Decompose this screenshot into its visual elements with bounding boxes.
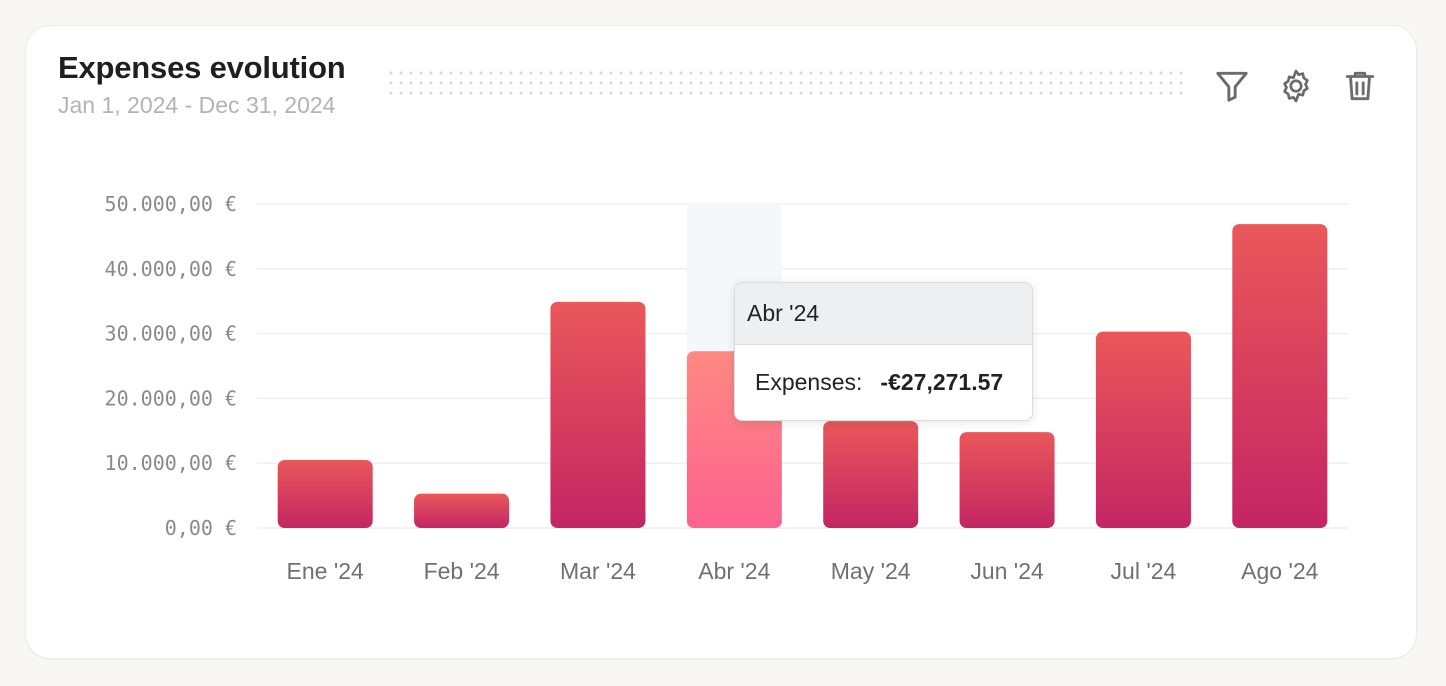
x-tick-label: Ene '24 — [287, 558, 364, 584]
y-tick-label: 50.000,00 € — [105, 192, 237, 216]
y-tick-label: 10.000,00 € — [105, 451, 237, 475]
x-tick-label: Feb '24 — [424, 558, 500, 584]
chart-tooltip: Abr '24 Expenses: -€27,271.57 — [734, 282, 1033, 421]
y-tick-label: 0,00 € — [165, 516, 237, 540]
card-title: Expenses evolution — [58, 50, 346, 85]
tooltip-row: Expenses: -€27,271.57 — [735, 345, 1032, 420]
y-tick-label: 40.000,00 € — [105, 257, 237, 281]
filter-icon — [1216, 71, 1248, 102]
delete-button[interactable] — [1340, 66, 1380, 106]
y-tick-label: 30.000,00 € — [105, 322, 237, 346]
tooltip-value: -€27,271.57 — [880, 369, 1004, 395]
y-tick-label: 20.000,00 € — [105, 386, 237, 410]
x-tick-label: Jul '24 — [1111, 558, 1177, 584]
tooltip-series-label: Expenses: — [755, 369, 863, 395]
drag-handle[interactable] — [386, 68, 1186, 100]
bar-8[interactable] — [1232, 224, 1328, 528]
bar-1[interactable] — [277, 459, 373, 528]
trash-icon — [1345, 71, 1375, 101]
x-tick-label: Mar '24 — [560, 558, 636, 584]
x-tick-label: May '24 — [831, 558, 911, 584]
bar-5[interactable] — [823, 421, 919, 528]
bar-3[interactable] — [550, 301, 646, 528]
bar-6[interactable] — [959, 432, 1055, 528]
gear-icon — [1283, 69, 1309, 103]
settings-button[interactable] — [1276, 66, 1316, 106]
filter-button[interactable] — [1212, 66, 1252, 106]
bar-2[interactable] — [414, 493, 510, 528]
x-tick-label: Jun '24 — [970, 558, 1044, 584]
tooltip-category: Abr '24 — [735, 283, 1032, 345]
x-tick-label: Ago '24 — [1241, 558, 1318, 584]
date-range[interactable]: Jan 1, 2024 - Dec 31, 2024 — [58, 92, 336, 118]
x-tick-label: Abr '24 — [698, 558, 770, 584]
bar-7[interactable] — [1095, 331, 1191, 528]
